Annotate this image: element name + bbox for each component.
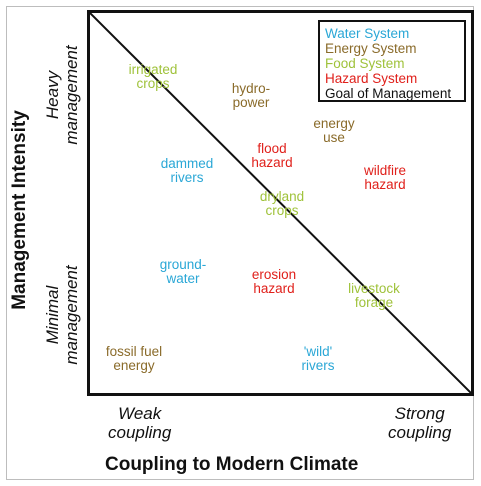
hydro-power-line-1: hydro- xyxy=(231,81,271,96)
erosion-hazard-label: erosion hazard xyxy=(252,268,296,296)
y-band-heavy-line-1: Heavy xyxy=(43,70,62,120)
fossil-fuel-energy-line-1: fossil fuel xyxy=(105,344,163,359)
x-band-strong-line-2: coupling xyxy=(388,423,452,442)
legend-item-food-system: Food System xyxy=(325,56,405,71)
x-band-strong: Strong coupling xyxy=(388,404,451,442)
dammed-rivers-line-2: rivers xyxy=(170,170,204,185)
wild-rivers-line-1: 'wild' xyxy=(303,344,333,359)
legend-item-water-system: Water System xyxy=(325,26,410,41)
dryland-crops-line-2: crops xyxy=(265,203,299,218)
irrigated-crops-line-2: crops xyxy=(136,76,170,91)
legend-item-energy-system: Energy System xyxy=(325,41,417,56)
y-axis-title: Management Intensity xyxy=(9,110,30,310)
livestock-forage-line-1: livestock xyxy=(348,281,400,296)
dammed-rivers-line-1: dammed xyxy=(160,156,214,171)
dammed-rivers-label: dammed rivers xyxy=(161,157,214,185)
x-axis-title: Coupling to Modern Climate xyxy=(105,454,359,475)
wildfire-hazard-label: wildfire hazard xyxy=(364,164,406,192)
fossil-fuel-energy-label: fossil fuel energy xyxy=(106,345,162,373)
goal-of-management-line xyxy=(90,13,471,393)
irrigated-crops-line-1: irrigated xyxy=(128,62,178,77)
energy-use-label: energy use xyxy=(313,117,354,145)
legend-item-hazard-system: Hazard System xyxy=(325,71,418,86)
irrigated-crops-label: irrigated crops xyxy=(129,63,178,91)
hydro-power-line-2: power xyxy=(232,95,270,110)
x-band-weak-line-1: Weak xyxy=(118,404,162,423)
livestock-forage-line-2: forage xyxy=(354,295,394,310)
hydro-power-label: hydro-power xyxy=(232,82,270,110)
wildfire-hazard-line-1: wildfire xyxy=(363,163,407,178)
y-band-heavy-line-2: management xyxy=(62,45,81,145)
x-band-weak: Weak coupling xyxy=(108,404,171,442)
livestock-forage-label: livestock forage xyxy=(348,282,400,310)
fossil-fuel-energy-line-2: energy xyxy=(113,358,155,373)
energy-use-line-2: use xyxy=(323,130,345,145)
diagram-canvas xyxy=(90,13,471,393)
wild-rivers-line-2: rivers xyxy=(301,358,335,373)
flood-hazard-label: flood hazard xyxy=(251,142,292,170)
legend: Water System Energy System Food System Haza… xyxy=(318,20,466,102)
erosion-hazard-line-1: erosion xyxy=(251,267,297,282)
flood-hazard-line-1: flood xyxy=(257,141,287,156)
x-band-strong-line-1: Strong xyxy=(394,404,445,423)
legend-item-goal-of-management: Goal of Management xyxy=(325,86,452,101)
ground-water-label: ground-water xyxy=(160,258,207,286)
ground-water-line-2: water xyxy=(166,271,200,286)
energy-use-line-1: energy xyxy=(313,116,355,131)
plot-area xyxy=(87,10,474,396)
x-band-weak-line-2: coupling xyxy=(108,423,172,442)
wild-rivers-label: 'wild' rivers xyxy=(302,345,335,373)
erosion-hazard-line-2: hazard xyxy=(253,281,295,296)
ground-water-line-1: ground- xyxy=(159,257,207,272)
dryland-crops-label: dryland crops xyxy=(260,190,304,218)
y-band-minimal-line-2: management xyxy=(62,265,81,365)
dryland-crops-line-1: dryland xyxy=(259,189,305,204)
wildfire-hazard-line-2: hazard xyxy=(364,177,406,192)
y-band-minimal-line-1: Minimal xyxy=(43,285,62,345)
flood-hazard-line-2: hazard xyxy=(251,155,293,170)
